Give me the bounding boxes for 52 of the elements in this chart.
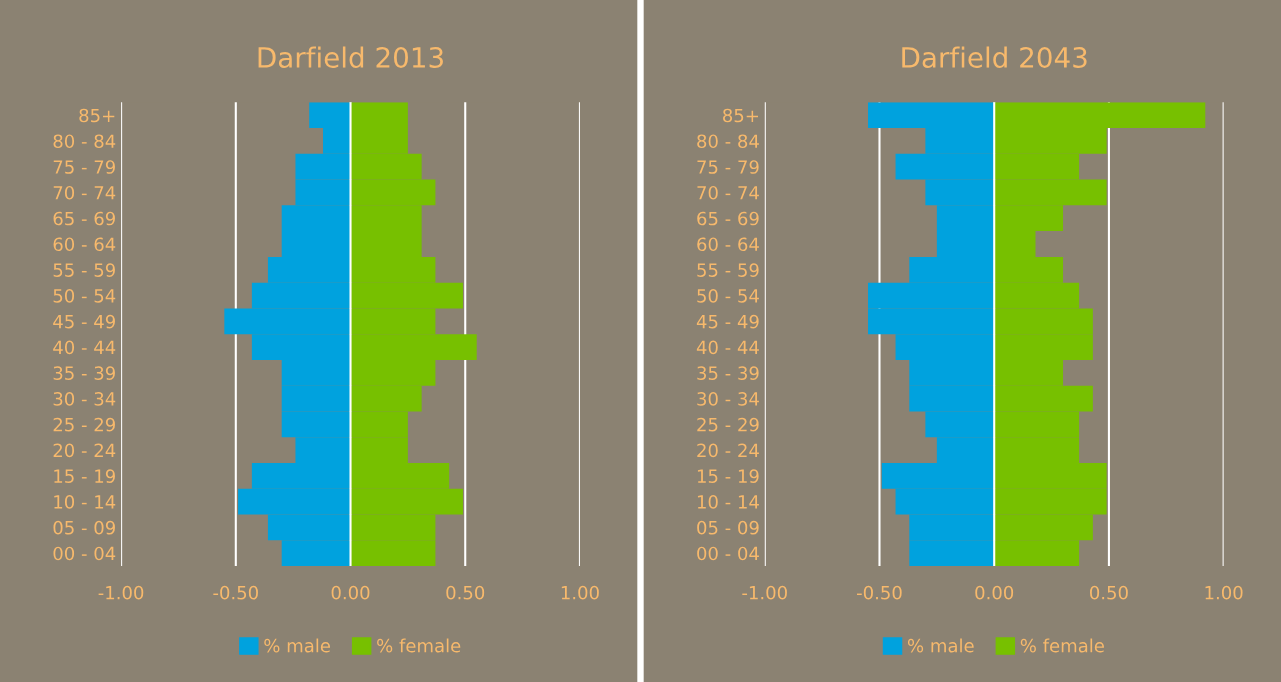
y-tick-label: 00 - 04 [53,546,116,561]
y-tick-label: 05 - 09 [697,520,759,535]
y-tick-label: 60 - 64 [697,237,759,252]
y-tick-label: 45 - 49 [696,314,759,329]
y-tick-label: 30 - 34 [697,392,759,406]
x-tick-label: 0.00 [975,585,1014,600]
legend-label: % male [264,638,330,653]
x-tick-label: -1.00 [742,585,787,600]
y-tick-label: 00 - 04 [697,546,759,561]
y-tick-label: 75 - 79 [53,160,115,174]
y-tick-label: 15 - 19 [697,469,759,483]
y-tick-label: 10 - 14 [697,495,759,509]
y-tick-label: 70 - 74 [697,185,759,200]
x-tick-label: 1.00 [561,585,599,600]
y-tick-label: 35 - 39 [697,366,759,380]
y-tick-label: 20 - 24 [697,443,759,458]
legend-label: % male [907,638,974,653]
y-tick-label: 30 - 34 [53,392,116,406]
y-tick-label: 65 - 69 [53,211,115,226]
chart-title: Darfield 2043 [902,46,1087,68]
legend-label: % female [1020,638,1104,653]
y-tick-label: 80 - 84 [697,134,759,149]
x-tick-label: -0.50 [213,585,258,600]
y-tick-label: 15 - 19 [54,469,115,483]
y-tick-label: 45 - 49 [53,314,115,329]
y-tick-label: 60 - 64 [53,237,116,252]
y-tick-label: 85+ [79,108,115,123]
y-tick-label: 35 - 39 [53,366,115,380]
x-tick-label: 1.00 [1205,585,1243,600]
y-tick-label: 85+ [723,108,758,123]
y-tick-label: 25 - 29 [53,417,115,432]
legend-label: % female [377,638,461,653]
y-tick-label: 20 - 24 [53,443,116,458]
y-tick-label: 75 - 79 [697,160,759,174]
y-tick-label: 40 - 44 [53,340,116,355]
y-tick-label: 80 - 84 [53,134,116,149]
y-tick-label: 25 - 29 [697,417,759,432]
x-tick-label: -0.50 [857,585,902,600]
y-tick-label: 50 - 54 [53,288,116,303]
x-tick-label: -1.00 [98,585,144,600]
y-tick-label: 55 - 59 [697,263,759,277]
chart-title: Darfield 2013 [258,46,443,68]
y-tick-label: 55 - 59 [53,263,115,277]
x-tick-label: 0.00 [331,585,370,600]
y-tick-label: 70 - 74 [53,185,116,200]
x-tick-label: 0.50 [446,585,485,600]
x-tick-label: 0.50 [1090,585,1128,600]
y-tick-label: 65 - 69 [697,211,759,226]
y-tick-label: 50 - 54 [697,288,759,303]
y-tick-label: 40 - 44 [696,340,759,355]
y-tick-label: 05 - 09 [53,520,115,535]
y-tick-label: 10 - 14 [54,495,116,509]
